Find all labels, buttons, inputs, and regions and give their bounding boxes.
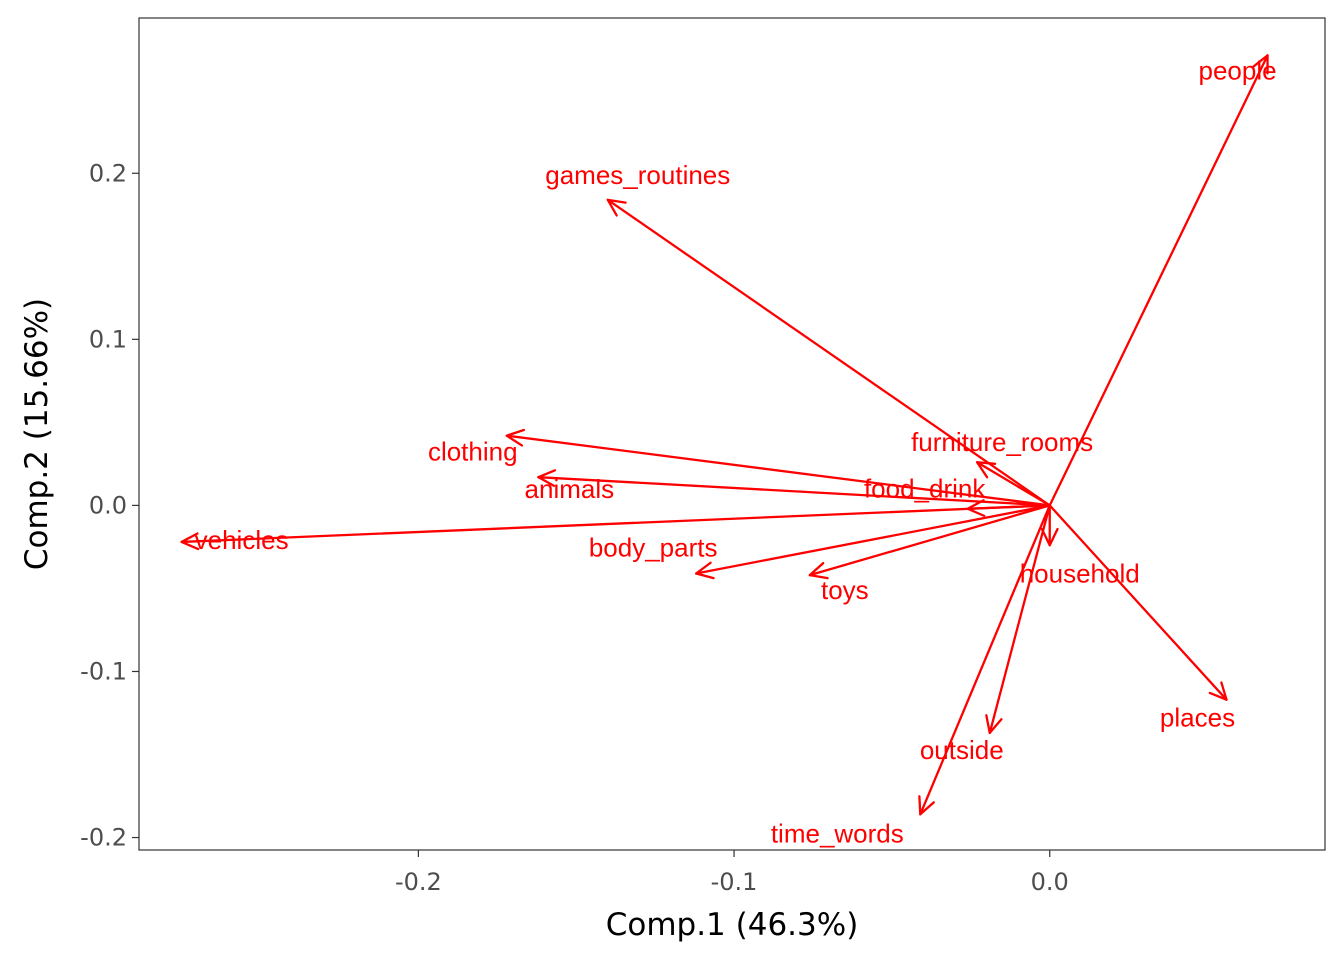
label-outside: outside [920, 735, 1004, 765]
arrow-games-routines [606, 198, 1051, 507]
arrow-head [918, 795, 935, 816]
label-food-drink: food_drink [864, 474, 986, 504]
label-furniture-rooms: furniture_rooms [911, 427, 1093, 457]
arrow-shaft [988, 504, 1051, 735]
label-places: places [1160, 703, 1235, 733]
arrow-vehicles [180, 504, 1051, 551]
arrow-body-parts [695, 504, 1051, 580]
arrow-people [1048, 54, 1269, 507]
label-people: people [1199, 55, 1277, 85]
arrow-head [808, 561, 829, 580]
label-household: household [1020, 558, 1140, 588]
y-axis-title: Comp.2 (15.66%) [19, 298, 55, 570]
x-tick-label: -0.2 [395, 868, 442, 896]
arrow-animals [537, 469, 1051, 507]
label-toys: toys [821, 575, 869, 605]
y-axis-ticks: -0.2 -0.1 0.0 0.1 0.2 [80, 159, 139, 852]
arrow-head [1252, 54, 1269, 75]
arrow-shaft [975, 461, 1051, 507]
arrow-shaft [606, 198, 1051, 507]
arrow-shaft [695, 504, 1051, 575]
arrow-time-words [918, 504, 1051, 816]
arrow-head [505, 428, 525, 447]
arrow-head [606, 198, 627, 217]
label-games-routines: games_routines [545, 160, 730, 190]
arrow-toys [808, 504, 1051, 580]
y-tick-label: 0.1 [89, 325, 127, 353]
panel-border [138, 17, 1326, 851]
label-body-parts: body_parts [589, 532, 718, 562]
arrow-head [695, 561, 715, 580]
arrow-head [1208, 681, 1228, 701]
arrow-head [975, 461, 997, 479]
x-tick-label: -0.1 [711, 868, 758, 896]
y-tick-label: -0.2 [80, 824, 127, 852]
arrow-household [1040, 504, 1059, 547]
label-clothing: clothing [428, 437, 518, 467]
x-axis-title: Comp.1 (46.3%) [606, 907, 859, 943]
variable-labels: people games_routines furniture_rooms food_… [195, 55, 1277, 848]
arrow-shaft [180, 504, 1051, 544]
arrow-head [985, 714, 1003, 735]
arrow-outside [985, 504, 1051, 735]
arrow-furniture-rooms [975, 461, 1051, 507]
arrow-clothing [505, 428, 1051, 507]
arrow-shaft [537, 476, 1051, 507]
arrow-head [1040, 527, 1059, 547]
label-time-words: time_words [771, 818, 904, 848]
arrow-head [180, 532, 200, 551]
label-animals: animals [525, 474, 615, 504]
y-tick-label: 0.2 [89, 159, 127, 187]
loading-arrows [180, 54, 1269, 816]
x-tick-label: 0.0 [1031, 868, 1069, 896]
y-tick-label: -0.1 [80, 657, 127, 685]
y-tick-label: 0.0 [89, 491, 127, 519]
arrow-shaft [1048, 504, 1228, 701]
label-vehicles: vehicles [195, 525, 289, 555]
arrow-shaft [919, 504, 1051, 816]
arrow-places [1048, 504, 1228, 701]
x-axis-ticks: -0.2 -0.1 0.0 [395, 850, 1069, 896]
arrow-head [537, 469, 557, 488]
arrow-shaft [1048, 54, 1269, 507]
arrow-shaft [505, 434, 1051, 507]
arrow-shaft [808, 504, 1051, 577]
